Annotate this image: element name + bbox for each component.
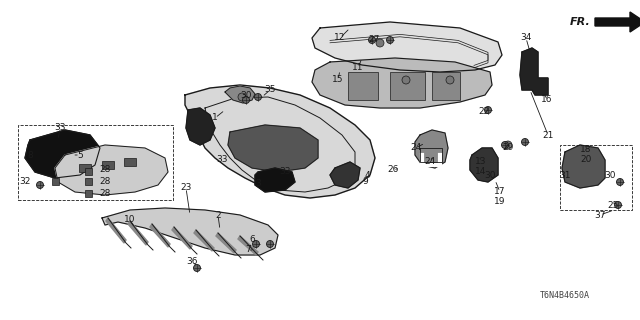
Polygon shape (520, 48, 548, 95)
Circle shape (36, 181, 44, 188)
Text: 11: 11 (352, 63, 364, 73)
Text: 25: 25 (607, 201, 619, 210)
Text: 33: 33 (216, 156, 228, 164)
Text: 28: 28 (99, 189, 111, 198)
Polygon shape (228, 125, 318, 172)
Text: 5: 5 (77, 150, 83, 159)
Circle shape (504, 141, 512, 149)
Bar (85, 178, 92, 185)
Polygon shape (185, 85, 375, 198)
Text: 26: 26 (387, 165, 399, 174)
Polygon shape (255, 168, 295, 192)
Text: 30: 30 (604, 171, 616, 180)
Circle shape (614, 202, 621, 209)
Text: 1: 1 (212, 114, 218, 123)
Bar (124, 158, 136, 166)
Text: 33: 33 (279, 167, 291, 177)
Text: 20: 20 (580, 156, 592, 164)
Text: 3: 3 (255, 179, 261, 188)
Polygon shape (150, 224, 170, 247)
Text: 32: 32 (19, 178, 31, 187)
Bar (432, 72, 460, 100)
Circle shape (376, 39, 384, 47)
Circle shape (266, 241, 273, 247)
Circle shape (484, 107, 492, 114)
Text: 8: 8 (27, 150, 33, 159)
Circle shape (253, 241, 259, 247)
Text: 6: 6 (249, 236, 255, 244)
Text: 33: 33 (54, 124, 66, 132)
Polygon shape (415, 130, 448, 168)
Bar (85, 190, 92, 197)
Bar (52, 178, 59, 185)
Text: 27: 27 (368, 36, 380, 44)
Text: 4: 4 (364, 171, 370, 180)
Polygon shape (225, 86, 255, 103)
Text: T6N4B4650A: T6N4B4650A (540, 291, 590, 300)
Text: 2: 2 (215, 211, 221, 220)
Text: 23: 23 (180, 183, 192, 193)
Text: 19: 19 (494, 197, 506, 206)
Bar (79, 164, 91, 172)
Text: 12: 12 (334, 34, 346, 43)
Circle shape (369, 36, 376, 44)
Text: 24: 24 (410, 143, 422, 153)
Polygon shape (128, 221, 148, 245)
Text: 13: 13 (476, 157, 487, 166)
Circle shape (387, 36, 394, 44)
Polygon shape (595, 12, 640, 32)
Text: 37: 37 (595, 211, 605, 220)
Circle shape (255, 93, 262, 100)
Text: 30: 30 (484, 171, 496, 180)
Text: 17: 17 (494, 188, 506, 196)
Polygon shape (216, 233, 236, 253)
Text: 35: 35 (264, 85, 276, 94)
Circle shape (616, 179, 623, 186)
Bar (102, 161, 114, 169)
Text: FR.: FR. (570, 17, 590, 27)
Text: 36: 36 (186, 258, 198, 267)
Polygon shape (312, 22, 502, 72)
Polygon shape (562, 145, 605, 188)
Text: 34: 34 (520, 34, 532, 43)
Polygon shape (25, 130, 100, 178)
Circle shape (193, 265, 200, 271)
Text: 9: 9 (362, 178, 368, 187)
Circle shape (502, 141, 509, 148)
Polygon shape (55, 145, 168, 195)
Circle shape (238, 93, 246, 101)
Text: 16: 16 (541, 95, 553, 105)
Polygon shape (106, 218, 126, 243)
Bar (85, 168, 92, 175)
Polygon shape (238, 236, 258, 255)
Text: 31: 31 (559, 171, 571, 180)
Text: 21: 21 (542, 131, 554, 140)
Polygon shape (186, 108, 215, 145)
Text: 30: 30 (240, 91, 252, 100)
Text: 29: 29 (502, 143, 514, 153)
Text: 15: 15 (332, 76, 344, 84)
Circle shape (446, 76, 454, 84)
Circle shape (243, 97, 250, 103)
Circle shape (402, 76, 410, 84)
Bar (390, 72, 425, 100)
Polygon shape (102, 208, 278, 255)
Text: 28: 28 (99, 178, 111, 187)
Polygon shape (312, 58, 492, 108)
Polygon shape (470, 148, 498, 182)
Text: 24: 24 (424, 157, 436, 166)
Bar (348, 72, 378, 100)
Text: 14: 14 (476, 167, 486, 177)
Polygon shape (330, 162, 360, 188)
Text: 18: 18 (580, 146, 592, 155)
Text: 22: 22 (478, 108, 490, 116)
Polygon shape (194, 230, 214, 251)
Text: 7: 7 (245, 245, 251, 254)
Text: 28: 28 (99, 165, 111, 174)
Text: 10: 10 (124, 215, 136, 225)
Polygon shape (172, 227, 192, 249)
Circle shape (522, 139, 529, 146)
